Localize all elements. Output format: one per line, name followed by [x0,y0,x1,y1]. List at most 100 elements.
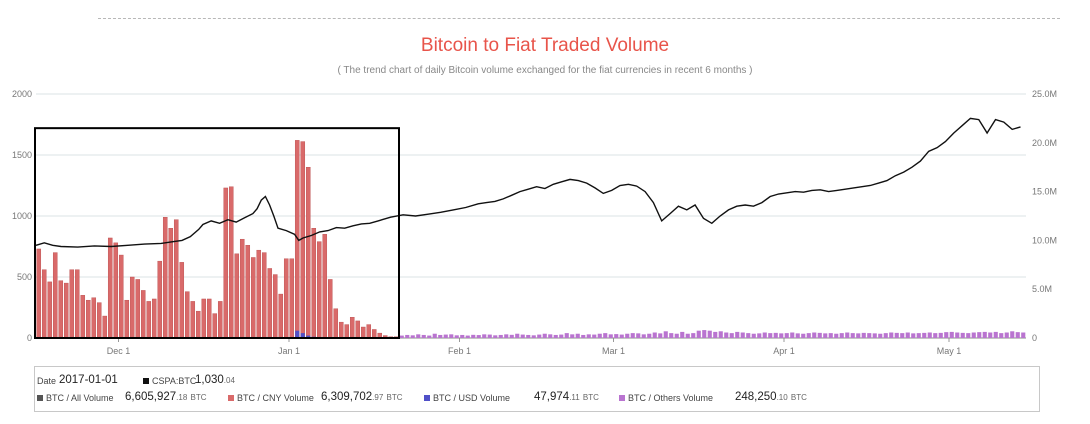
y-right-tick-label: 20.0M [1032,138,1057,148]
cny-volume-bar [228,186,234,339]
others-volume-bar [663,331,668,338]
legend-others-value: 248,250.10 BTC [735,391,807,403]
chart-title: Bitcoin to Fiat Traded Volume [420,35,670,56]
cny-volume-bar [349,317,355,339]
others-volume-bar [608,334,613,338]
x-tick-label: Jan 1 [278,346,300,356]
others-volume-bar [597,333,602,338]
cny-volume-bar [168,227,174,339]
others-volume-bar [498,334,503,338]
cny-volume-bar [272,274,278,339]
y-right-tick-label: 0 [1032,333,1037,343]
x-tick-label: Feb 1 [448,346,471,356]
legend-cspa-swatch [143,378,149,384]
others-volume-bar [1004,332,1009,338]
others-volume-bar [493,335,498,338]
others-volume-bar [592,334,597,338]
y-left-tick-label: 1500 [12,150,32,160]
legend-box: Date 2017-01-01 CSPA:BTC 1,030.04 BTC / … [34,366,1040,412]
cny-volume-bar [250,257,256,339]
others-volume-bar [1015,332,1020,338]
cny-volume-bar [261,252,267,339]
others-volume-bar [482,334,487,338]
others-volume-bar [960,332,965,338]
cny-volume-bar [80,295,86,339]
y-right-tick-label: 5.0M [1032,284,1052,294]
others-volume-bar [476,335,481,338]
cny-volume-bar [179,262,185,339]
others-volume-bar [674,333,679,338]
others-volume-bar [718,331,723,338]
legend-others-swatch [619,395,625,401]
others-volume-bar [630,333,635,338]
others-volume-bar [509,334,514,338]
cny-volume-bar [300,141,306,339]
others-volume-bar [454,335,459,338]
others-volume-bar [933,333,938,338]
others-volume-bar [861,332,866,338]
others-volume-bar [581,334,586,338]
cny-volume-bar [234,253,240,339]
others-volume-bar [443,334,448,338]
cny-volume-bar [107,237,113,339]
legend-cny-label: BTC / CNY Volume [237,393,314,403]
others-volume-bar [636,333,641,338]
others-volume-bar [773,332,778,338]
others-volume-bar [746,333,751,338]
others-volume-bar [658,333,663,338]
others-volume-bar [713,331,718,338]
others-volume-bar [856,333,861,338]
y-left-tick-label: 1000 [12,211,32,221]
cny-volume-bar [206,298,212,339]
others-volume-bar [900,333,905,338]
cny-volume-bar [190,301,196,339]
others-volume-bar [922,332,927,338]
cny-volume-bar [305,166,311,339]
cny-volume-bar [113,242,119,339]
others-volume-bar [680,331,685,338]
highlight-range-box [34,127,400,339]
others-volume-bar [938,332,943,338]
others-volume-bar [416,334,421,338]
legend-all-value: 6,605,927.18 BTC [125,391,207,403]
cny-volume-bar [256,249,262,339]
cny-volume-bar [140,290,146,339]
legend-usd-swatch [424,395,430,401]
legend-usd-value: 47,974.11 BTC [534,391,599,403]
others-volume-bar [878,333,883,338]
others-volume-bar [872,333,877,338]
cny-volume-bar [41,269,47,339]
others-volume-bar [757,333,762,338]
others-volume-bar [570,334,575,338]
legend-cny-value: 6,309,702.97 BTC [321,391,403,403]
others-volume-bar [971,332,976,338]
others-volume-bar [531,335,536,338]
others-volume-bar [487,334,492,338]
others-volume-bar [883,333,888,338]
cny-volume-bar [278,293,284,339]
others-volume-bar [988,332,993,338]
y-right-tick-label: 25.0M [1032,89,1057,99]
others-volume-bar [817,332,822,338]
others-volume-bar [575,333,580,338]
others-volume-bar [795,333,800,338]
cny-volume-bar [74,269,80,339]
others-volume-bar [614,334,619,338]
others-volume-bar [916,333,921,338]
cny-volume-bar [124,299,130,339]
others-volume-bar [823,333,828,338]
cny-volume-bar [52,252,58,339]
cny-volume-bar [85,299,91,339]
cny-volume-bar [245,245,251,339]
usd-volume-bar [306,335,311,338]
others-volume-bar [894,332,899,338]
others-volume-bar [471,334,476,338]
cspa-btc-line [35,117,1021,248]
others-volume-bar [966,333,971,338]
others-volume-bar [801,333,806,338]
others-volume-bar [867,333,872,338]
others-volume-bar [548,334,553,338]
cny-volume-bar [58,280,64,339]
others-volume-bar [751,333,756,338]
cny-volume-bar [184,291,190,339]
